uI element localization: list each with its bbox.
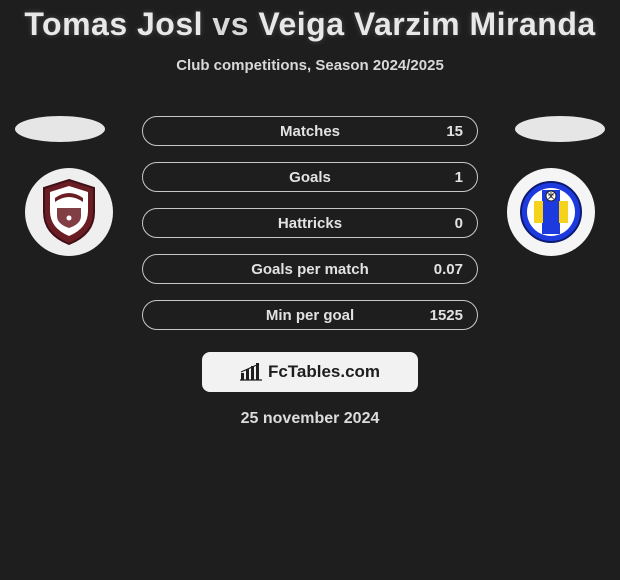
right-player-silhouette (515, 116, 605, 142)
fctables-brand-link[interactable]: FcTables.com (202, 352, 418, 392)
rapid-shield-icon (39, 178, 99, 246)
vs-separator: vs (212, 6, 249, 42)
stat-row-goals: Goals 1 (142, 162, 478, 192)
petrolul-shield-icon (520, 181, 582, 243)
left-club-crest (25, 168, 113, 256)
generated-date: 25 november 2024 (0, 410, 620, 428)
stat-row-mpg: Min per goal 1525 (142, 300, 478, 330)
comparison-stage: Matches 15 Goals 1 Hattricks 0 Goals per… (0, 102, 620, 342)
page-title: Tomas Josl vs Veiga Varzim Miranda (0, 0, 620, 43)
stat-row-hattricks: Hattricks 0 (142, 208, 478, 238)
brand-label: FcTables.com (268, 362, 380, 382)
player2-name: Veiga Varzim Miranda (258, 6, 595, 42)
player1-name: Tomas Josl (24, 6, 203, 42)
stat-row-matches: Matches 15 (142, 116, 478, 146)
left-player-silhouette (15, 116, 105, 142)
stat-row-gpm: Goals per match 0.07 (142, 254, 478, 284)
stats-table: Matches 15 Goals 1 Hattricks 0 Goals per… (142, 116, 478, 346)
stat-label: Goals (143, 169, 477, 186)
bar-chart-icon (240, 363, 262, 381)
subtitle: Club competitions, Season 2024/2025 (0, 57, 620, 74)
stat-label: Matches (143, 123, 477, 140)
stat-label: Hattricks (143, 215, 477, 232)
stat-label: Min per goal (143, 307, 477, 324)
stat-label: Goals per match (143, 261, 477, 278)
right-club-crest (507, 168, 595, 256)
